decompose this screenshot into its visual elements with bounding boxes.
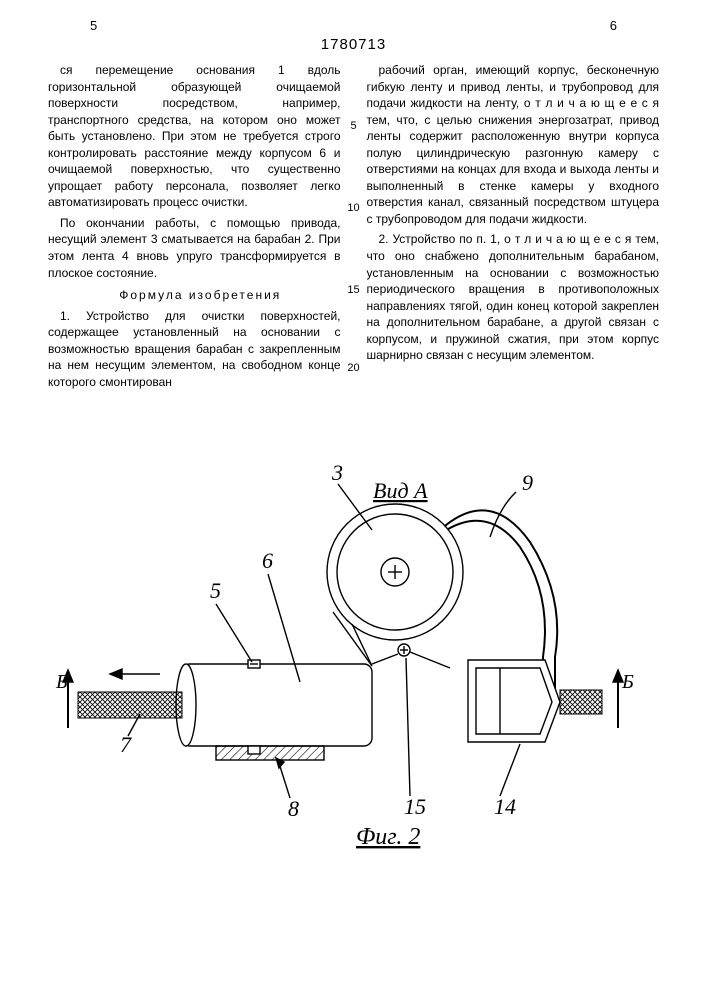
- fig-label-3: 3: [331, 460, 343, 485]
- figure-svg: Вид А 9 3: [0, 412, 707, 932]
- paragraph: 1. Устройство для очистки поверхностей, …: [48, 308, 341, 391]
- paragraph: 2. Устройство по п. 1, о т л и ч а ю щ е…: [367, 231, 660, 363]
- figure-2: Вид А 9 3: [0, 412, 707, 932]
- fig-label-9: 9: [522, 470, 533, 495]
- column-right: рабочий орган, имеющий корпус, бесконечн…: [367, 62, 660, 394]
- figure-caption: Фиг. 2: [356, 824, 420, 850]
- column-left: ся перемещение основания 1 вдоль горизон…: [48, 62, 341, 394]
- fig-label-8: 8: [288, 796, 299, 821]
- fig-label-7: 7: [120, 732, 132, 757]
- fig-label-14: 14: [494, 794, 516, 819]
- fig-label-5: 5: [210, 578, 221, 603]
- page-number-left: 5: [90, 18, 97, 33]
- paragraph: рабочий орган, имеющий корпус, бесконечн…: [367, 62, 660, 227]
- paragraph: ся перемещение основания 1 вдоль горизон…: [48, 62, 341, 211]
- paragraph: По окончании работы, с помощью привода, …: [48, 215, 341, 281]
- view-label: Вид А: [373, 478, 428, 503]
- page-number-right: 6: [610, 18, 617, 33]
- patent-number: 1780713: [0, 36, 707, 53]
- text-columns: ся перемещение основания 1 вдоль горизон…: [48, 62, 659, 394]
- fig-label-15: 15: [404, 794, 426, 819]
- fig-label-6: 6: [262, 548, 273, 573]
- formula-heading: Формула изобретения: [48, 287, 341, 304]
